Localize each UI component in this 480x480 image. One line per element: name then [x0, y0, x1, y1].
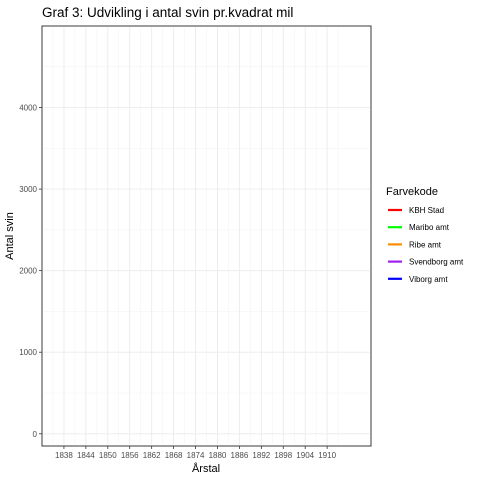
x-tick-label: 1844 [77, 451, 95, 460]
y-tick-label: 3000 [19, 185, 37, 194]
x-tick-label: 1874 [187, 451, 205, 460]
y-axis: 0 1000 2000 3000 4000 [19, 104, 42, 439]
legend-label: Ribe amt [409, 240, 442, 249]
x-tick-label: 1904 [296, 451, 314, 460]
plot-panel-border [41, 25, 372, 447]
legend-label: Viborg amt [409, 275, 448, 284]
legend-label: KBH Stad [409, 206, 444, 215]
y-tick-label: 0 [33, 430, 38, 439]
chart-title: Graf 3: Udvikling i antal svin pr.kvadra… [42, 5, 293, 20]
x-tick-label: 1850 [99, 451, 117, 460]
y-tick-label: 1000 [19, 348, 37, 357]
x-tick-label: 1892 [252, 451, 270, 460]
legend-label: Maribo amt [409, 223, 450, 232]
x-tick-label: 1838 [55, 451, 73, 460]
x-tick-label: 1880 [209, 451, 227, 460]
y-axis-title: Antal svin [4, 212, 16, 260]
x-tick-label: 1868 [165, 451, 183, 460]
x-tick-label: 1886 [231, 451, 249, 460]
y-tick-label: 2000 [19, 267, 37, 276]
x-axis-title: Årstal [192, 462, 220, 475]
y-tick-label: 4000 [19, 104, 37, 113]
legend: Farvekode KBH Stad Maribo amt Ribe amt Sven… [386, 186, 464, 284]
x-tick-label: 1856 [121, 451, 139, 460]
legend-title: Farvekode [386, 186, 438, 198]
legend-entries: KBH Stad Maribo amt Ribe amt Svendborg amt V… [388, 206, 464, 284]
x-tick-label: 1898 [274, 451, 292, 460]
grid [42, 26, 371, 446]
x-tick-label: 1862 [143, 451, 161, 460]
x-axis: 1838 1844 1850 1856 1862 1868 1874 1880 1886 1892… [55, 446, 337, 460]
x-tick-label: 1910 [318, 451, 336, 460]
legend-label: Svendborg amt [409, 258, 464, 267]
